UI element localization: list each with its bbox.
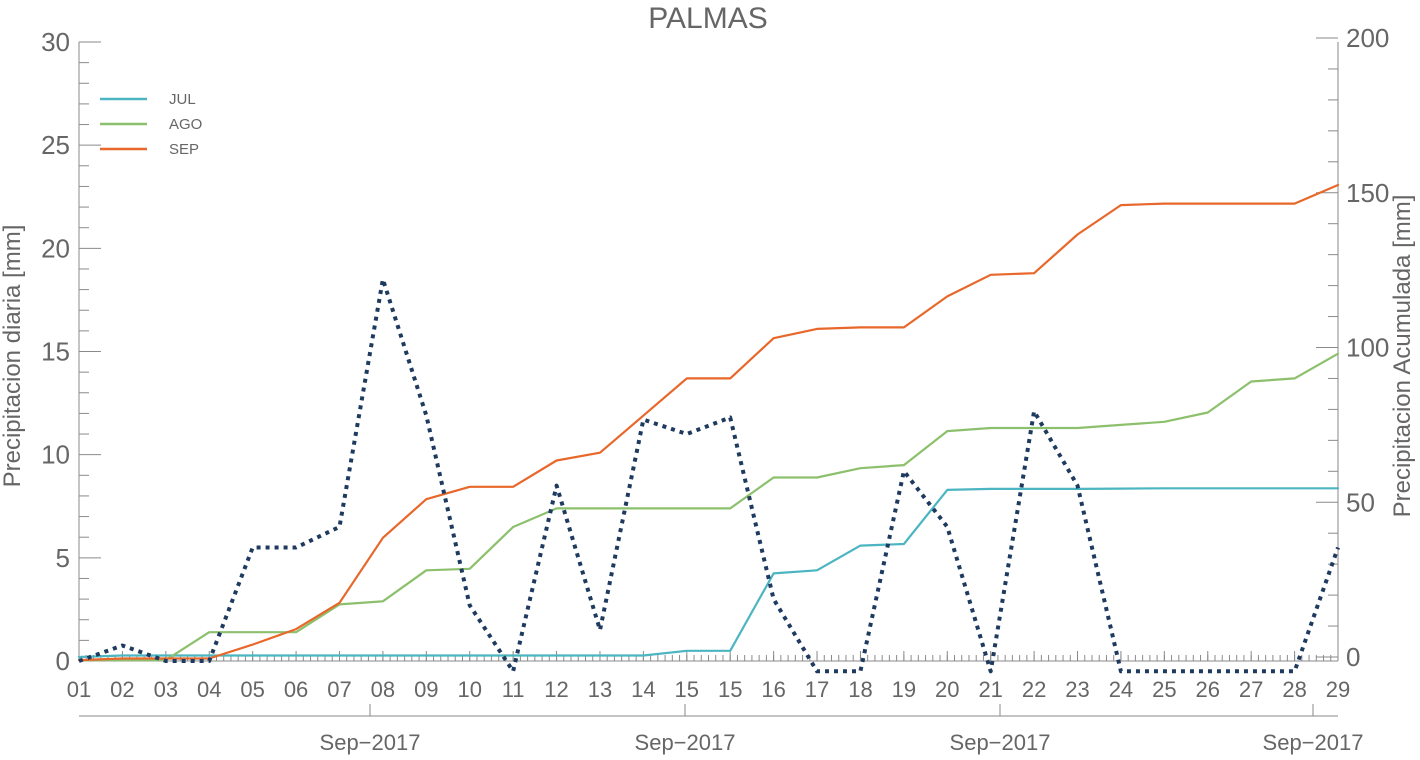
x-tick-label: 04	[197, 677, 221, 702]
x-tick-label: 22	[1022, 677, 1046, 702]
x-tick-label: 29	[1326, 677, 1350, 702]
x-tick-label: 13	[588, 677, 612, 702]
y-left-tick-label: 10	[41, 440, 70, 470]
x-tick-label: 14	[631, 677, 655, 702]
x-tick-label: 06	[284, 677, 308, 702]
series-jul-line	[77, 487, 1340, 659]
y-right-tick-label: 150	[1346, 178, 1389, 208]
x-tick-label: 03	[154, 677, 178, 702]
x-tick-label: 21	[978, 677, 1002, 702]
y-left-tick-label: 30	[41, 27, 70, 57]
x-tick-label: 10	[457, 677, 481, 702]
y-left-tick-label: 20	[41, 233, 70, 263]
series-daily-line	[78, 277, 1340, 674]
x-tick-label: 18	[848, 677, 872, 702]
series-ago-line	[77, 352, 1340, 662]
x-tick-label: 12	[544, 677, 568, 702]
y-left-tick-label: 15	[41, 337, 70, 367]
month-label: Sep−2017	[1263, 730, 1364, 755]
y-left-tick-label: 5	[56, 543, 70, 573]
x-tick-label: 02	[110, 677, 134, 702]
y-right-tick-label: 0	[1346, 642, 1360, 672]
x-tick-label: 16	[761, 677, 785, 702]
legend-label-ago: AGO	[169, 116, 202, 133]
month-label: Sep−2017	[320, 730, 421, 755]
x-tick-label: 01	[67, 677, 91, 702]
month-label: Sep−2017	[635, 730, 736, 755]
y-right-tick-label: 200	[1346, 23, 1389, 53]
y-right-tick-label: 100	[1346, 333, 1389, 363]
y-right-tick-label: 50	[1346, 487, 1375, 517]
x-tick-label: 07	[327, 677, 351, 702]
x-tick-label: 25	[1152, 677, 1176, 702]
x-tick-label: 24	[1109, 677, 1133, 702]
x-tick-label: 17	[805, 677, 829, 702]
legend-label-jul: JUL	[169, 91, 196, 108]
x-tick-label: 23	[1065, 677, 1089, 702]
x-tick-label: 15	[718, 677, 742, 702]
chart-title: PALMAS	[648, 2, 768, 35]
y-left-tick-label: 0	[56, 646, 70, 676]
y-axis-left-label: Precipitacion diaria [mm]	[0, 225, 26, 488]
x-tick-label: 27	[1239, 677, 1263, 702]
legend: JUL AGO SEP	[100, 91, 202, 158]
x-tick-label: 26	[1196, 677, 1220, 702]
x-tick-label: 08	[371, 677, 395, 702]
x-tick-label: 09	[414, 677, 438, 702]
x-tick-label: 05	[240, 677, 264, 702]
series-sep-line	[77, 183, 1340, 662]
y-axis-right-label: Precipitacion Acumulada [mm]	[1389, 195, 1416, 518]
month-label: Sep−2017	[950, 730, 1051, 755]
x-tick-label: 19	[892, 677, 916, 702]
x-tick-label: 15	[675, 677, 699, 702]
x-tick-label: 28	[1282, 677, 1306, 702]
x-tick-label: 11	[502, 677, 525, 702]
legend-label-sep: SEP	[169, 141, 199, 158]
x-tick-label: 20	[935, 677, 959, 702]
y-left-tick-label: 25	[41, 130, 70, 160]
